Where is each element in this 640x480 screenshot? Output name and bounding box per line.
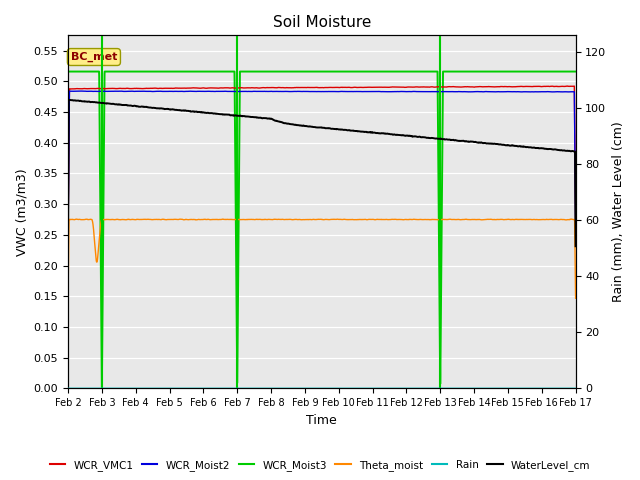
X-axis label: Time: Time <box>307 414 337 427</box>
Y-axis label: VWC (m3/m3): VWC (m3/m3) <box>15 168 28 256</box>
Legend: WCR_VMC1, WCR_Moist2, WCR_Moist3, Theta_moist, Rain, WaterLevel_cm: WCR_VMC1, WCR_Moist2, WCR_Moist3, Theta_… <box>45 456 595 475</box>
Text: BC_met: BC_met <box>71 52 117 62</box>
Title: Soil Moisture: Soil Moisture <box>273 15 371 30</box>
Y-axis label: Rain (mm), Water Level (cm): Rain (mm), Water Level (cm) <box>612 121 625 302</box>
